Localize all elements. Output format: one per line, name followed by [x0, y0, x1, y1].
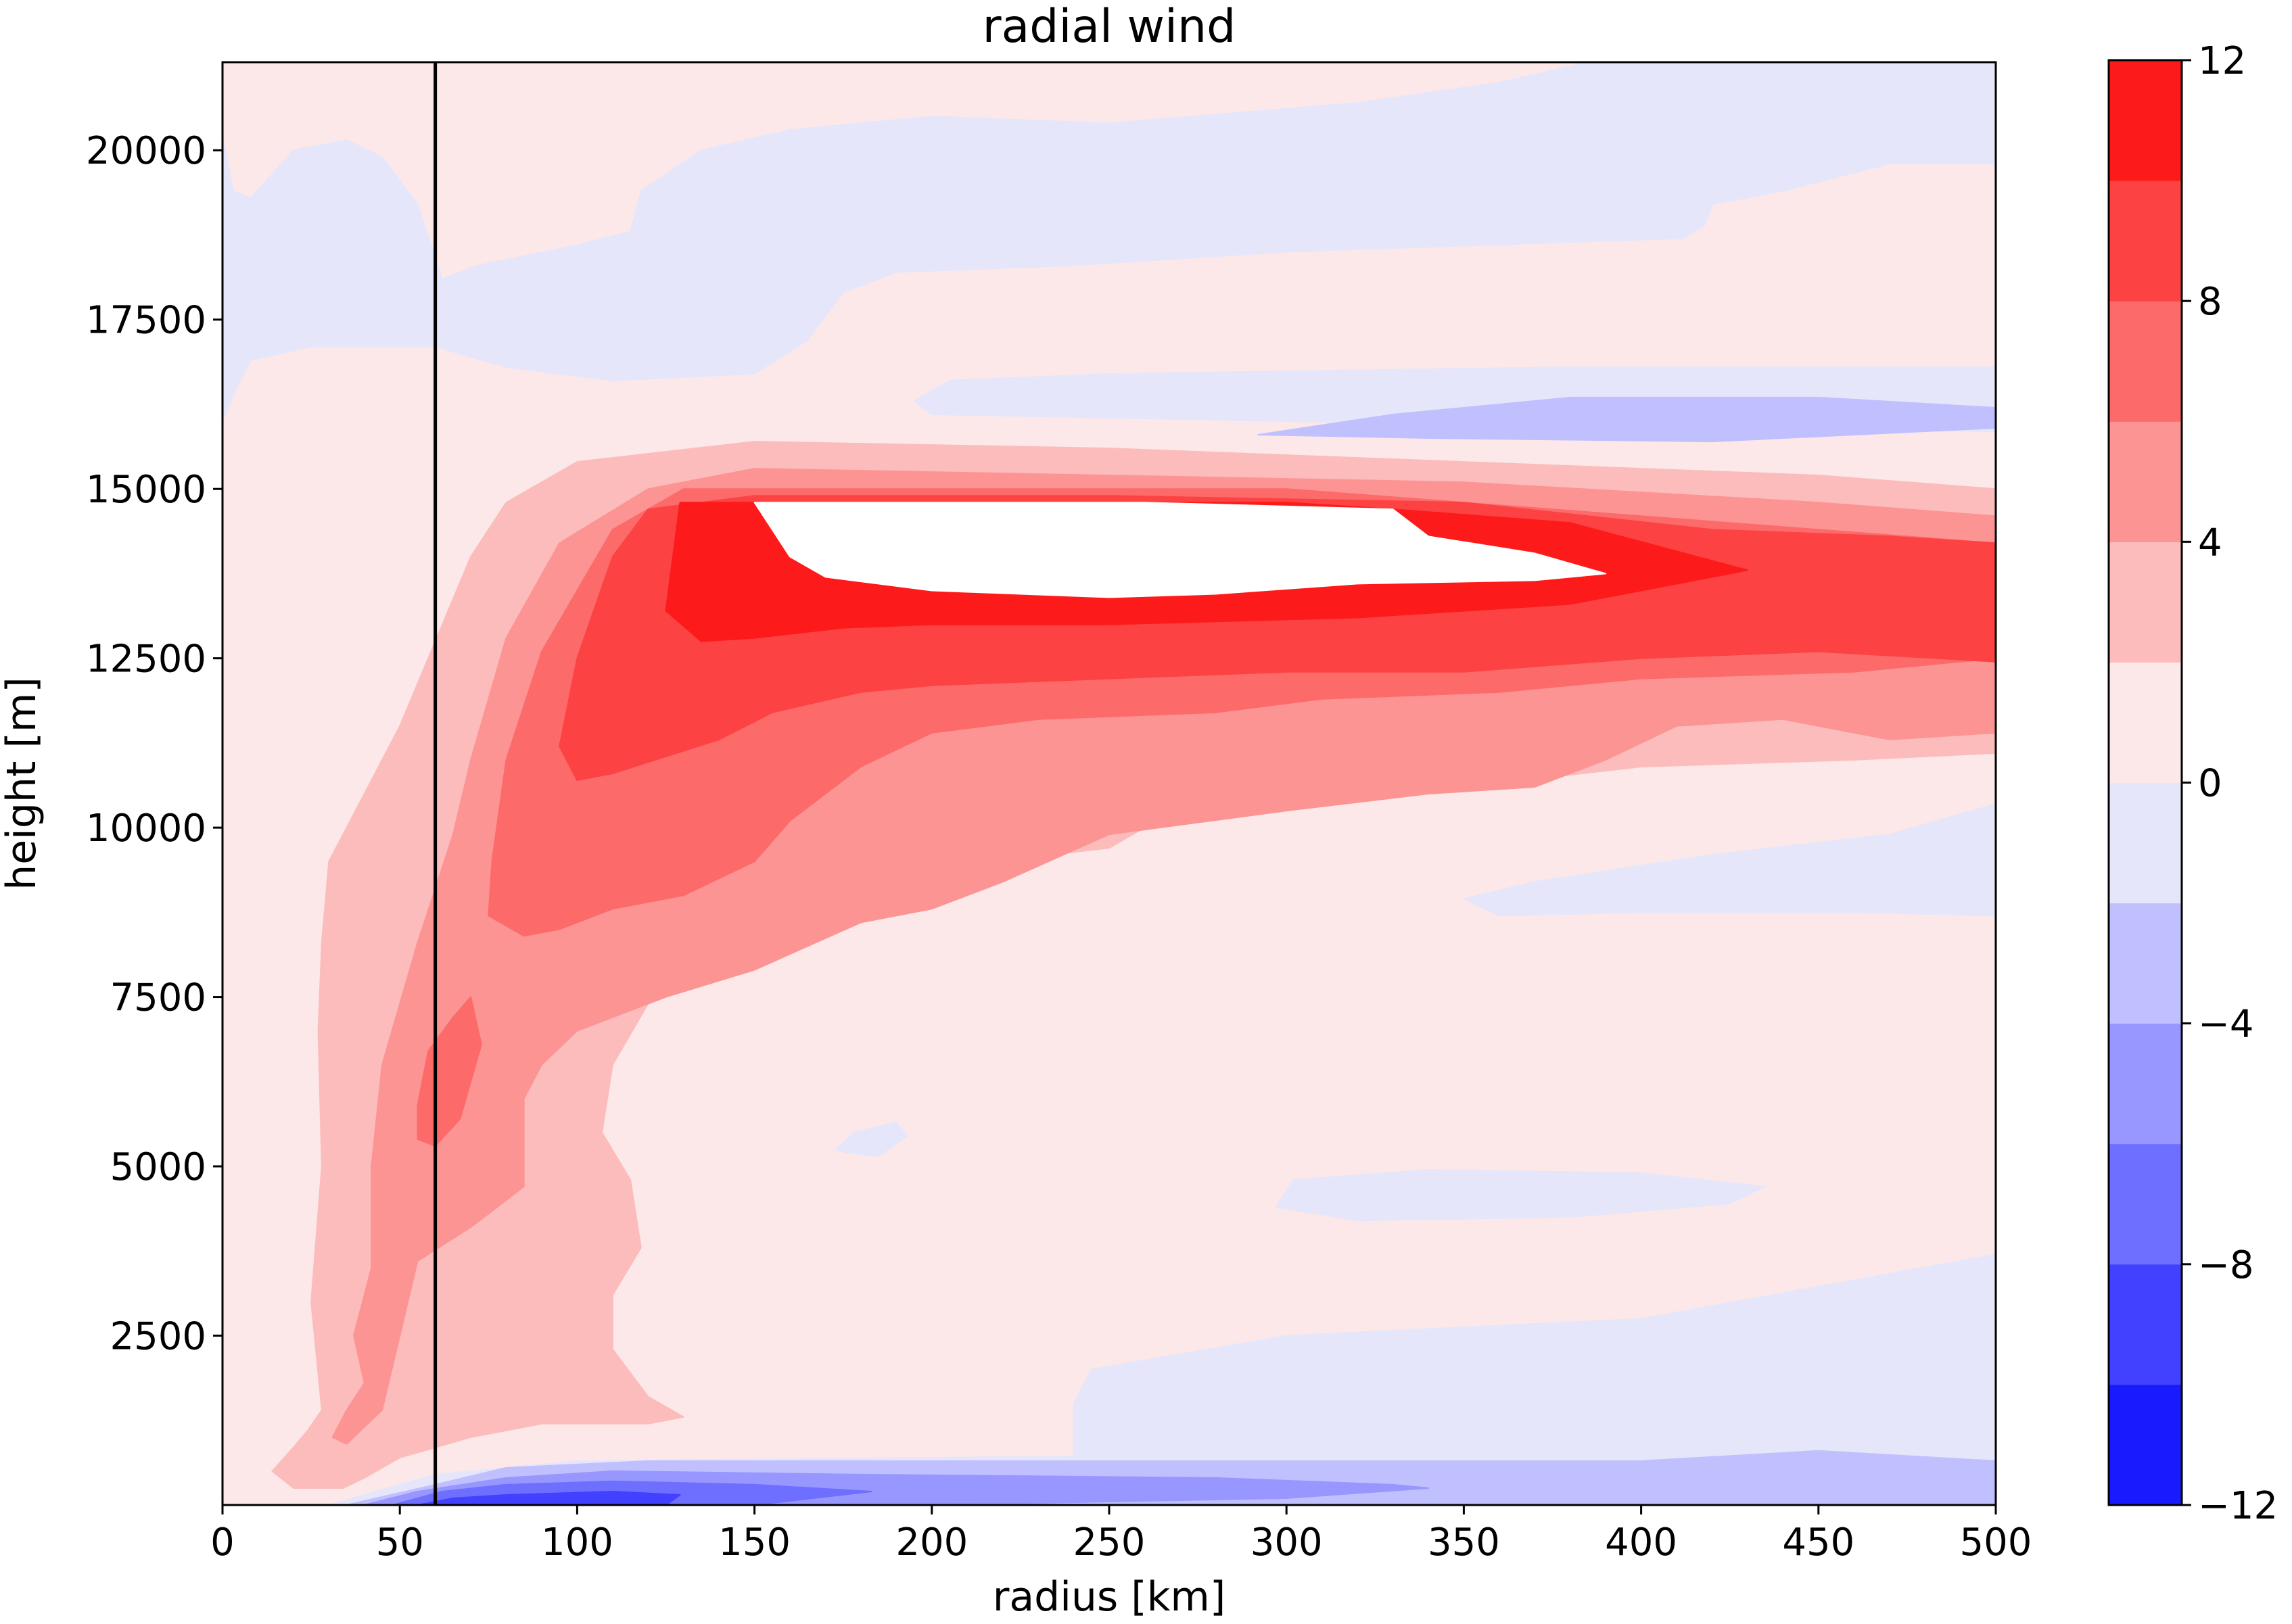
x-axis-label: radius [km] [993, 1573, 1226, 1621]
y-tick-label: 7500 [110, 976, 206, 1020]
colorbar-segment [2109, 662, 2182, 783]
y-tick-label: 12500 [86, 638, 206, 682]
x-tick-label: 50 [376, 1521, 424, 1565]
colorbar-segment [2109, 542, 2182, 663]
contour-region-4 [1463, 803, 1996, 917]
colorbar-tick-label: −8 [2198, 1243, 2254, 1287]
x-tick-label: 350 [1428, 1521, 1500, 1565]
colorbar-segment [2109, 301, 2182, 422]
y-tick-label: 20000 [86, 129, 206, 173]
y-tick-label: 15000 [86, 468, 206, 512]
colorbar-segment [2109, 1143, 2182, 1265]
colorbar-segment [2109, 1264, 2182, 1385]
colorbar-segment [2109, 421, 2182, 542]
colorbar-segment [2109, 1384, 2182, 1506]
colorbar: −12 −8 −4 0 4 8 12 [2107, 39, 2278, 1528]
colorbar-segment [2109, 903, 2182, 1024]
x-tick-label: 500 [1960, 1521, 2032, 1565]
x-tick-label: 300 [1250, 1521, 1323, 1565]
y-axis-label: height [m] [0, 677, 45, 890]
x-tick-label: 250 [1073, 1521, 1146, 1565]
x-axis: 0 50 100 150 200 250 300 350 400 450 500 [210, 1505, 2032, 1565]
x-tick-label: 450 [1782, 1521, 1854, 1565]
x-tick-label: 100 [541, 1521, 613, 1565]
colorbar-segment [2109, 181, 2182, 302]
contour-region-19 [753, 502, 1607, 598]
colorbar-tick-label: −4 [2198, 1003, 2254, 1047]
plot-area [223, 62, 1996, 1505]
y-tick-label: 2500 [110, 1315, 206, 1359]
y-tick-label: 5000 [110, 1145, 206, 1189]
colorbar-tick-label: 12 [2198, 39, 2246, 83]
colorbar-segment [2109, 1023, 2182, 1145]
colorbar-tick-label: 0 [2198, 762, 2222, 806]
colorbar-tick-label: 8 [2198, 280, 2222, 324]
contour-region-1 [223, 62, 1996, 422]
x-tick-label: 0 [210, 1521, 235, 1565]
contour-region-6 [1275, 1169, 1767, 1222]
contour-region-12 [417, 1491, 681, 1505]
colorbar-segment [2109, 782, 2182, 904]
y-tick-label: 17500 [86, 299, 206, 343]
chart-title: radial wind [983, 0, 1236, 53]
colorbar-tick-label: −12 [2198, 1484, 2278, 1528]
contour-region-3 [1257, 396, 1996, 443]
y-tick-label: 10000 [86, 807, 206, 851]
x-tick-label: 400 [1605, 1521, 1677, 1565]
colorbar-tick-label: 4 [2198, 521, 2222, 565]
colorbar-segment [2109, 60, 2182, 181]
x-tick-label: 200 [895, 1521, 968, 1565]
y-axis: 2500 5000 7500 10000 12500 15000 17500 20000 [86, 129, 223, 1359]
contour-region-7 [1073, 1253, 1996, 1505]
x-tick-label: 150 [718, 1521, 791, 1565]
contour-region-5 [835, 1121, 908, 1157]
